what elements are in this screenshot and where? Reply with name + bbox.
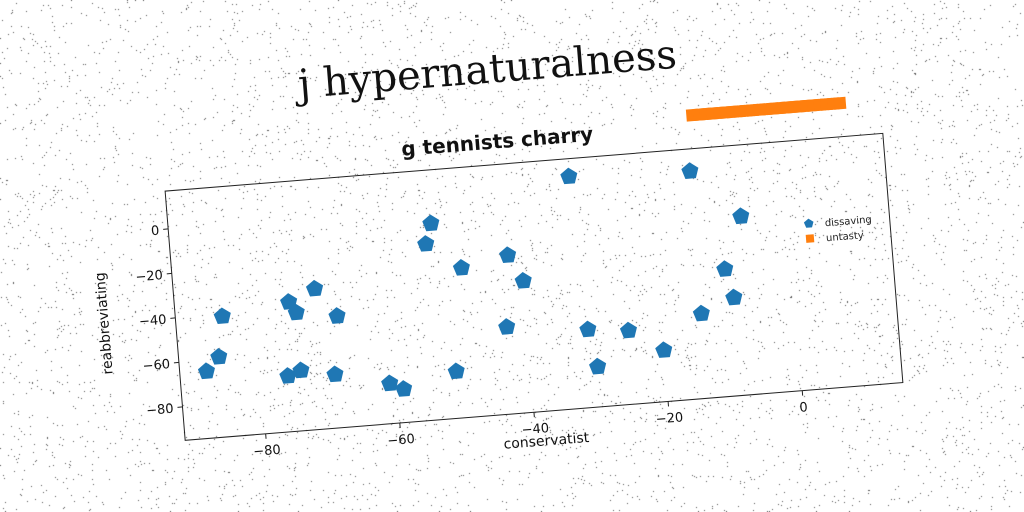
data-point-dissaving bbox=[292, 361, 310, 379]
data-point-dissaving bbox=[305, 279, 324, 297]
legend: dissaving untasty bbox=[803, 215, 872, 244]
y-tick-label: 0 bbox=[150, 224, 159, 240]
y-tick-label: −60 bbox=[142, 357, 171, 374]
data-point-dissaving bbox=[692, 304, 710, 322]
x-axis-label: conservatist bbox=[503, 430, 590, 453]
data-point-dissaving bbox=[395, 380, 413, 397]
data-point-dissaving bbox=[197, 362, 215, 380]
data-point-dissaving bbox=[725, 288, 743, 306]
data-point-dissaving bbox=[681, 162, 699, 179]
legend-label-dissaving: dissaving bbox=[824, 215, 872, 230]
x-tick-label: 0 bbox=[799, 400, 808, 416]
data-point-dissaving bbox=[579, 320, 597, 338]
x-tick-label: −20 bbox=[655, 410, 684, 427]
x-axis-ticks: −80 −60 −40 −20 0 bbox=[253, 390, 808, 460]
data-point-dissaving bbox=[417, 235, 435, 252]
data-point-dissaving bbox=[560, 167, 578, 185]
data-point-dissaving bbox=[619, 321, 637, 339]
data-point-dissaving bbox=[514, 271, 532, 289]
data-point-dissaving bbox=[655, 341, 673, 358]
data-point-dissaving bbox=[499, 246, 517, 264]
chart-title: g tennists charry bbox=[400, 122, 594, 161]
y-tick-label: −80 bbox=[146, 402, 175, 419]
data-point-dissaving bbox=[422, 214, 440, 232]
x-tick-label: −60 bbox=[387, 432, 416, 449]
x-tick-label: −80 bbox=[253, 443, 282, 460]
data-point-dissaving bbox=[210, 347, 228, 365]
data-point-dissaving bbox=[732, 207, 750, 225]
y-axis-label: reabbreviating bbox=[92, 272, 116, 375]
y-axis-ticks: 0 −20 −40 −60 −80 bbox=[135, 224, 183, 419]
data-point-dissaving bbox=[498, 318, 516, 335]
data-point-dissaving bbox=[279, 367, 297, 384]
data-point-dissaving bbox=[447, 362, 465, 380]
plot-area-frame bbox=[164, 132, 904, 441]
data-point-dissaving bbox=[280, 293, 298, 310]
legend-marker-dissaving bbox=[803, 218, 814, 228]
data-point-dissaving bbox=[381, 374, 399, 392]
x-tick-label: −40 bbox=[521, 421, 550, 438]
data-point-dissaving bbox=[326, 365, 344, 383]
data-point-dissaving bbox=[716, 260, 734, 277]
data-points bbox=[197, 96, 847, 397]
legend-label-untasty: untasty bbox=[826, 230, 865, 244]
data-point-untasty bbox=[833, 96, 847, 110]
data-point-dissaving bbox=[328, 307, 346, 324]
data-point-dissaving bbox=[589, 357, 607, 375]
y-tick-label: −20 bbox=[135, 268, 164, 285]
data-point-dissaving bbox=[213, 307, 231, 325]
data-point-dissaving bbox=[287, 303, 305, 321]
y-tick-label: −40 bbox=[139, 313, 168, 330]
data-point-dissaving bbox=[452, 259, 470, 276]
legend-marker-untasty bbox=[805, 234, 815, 243]
